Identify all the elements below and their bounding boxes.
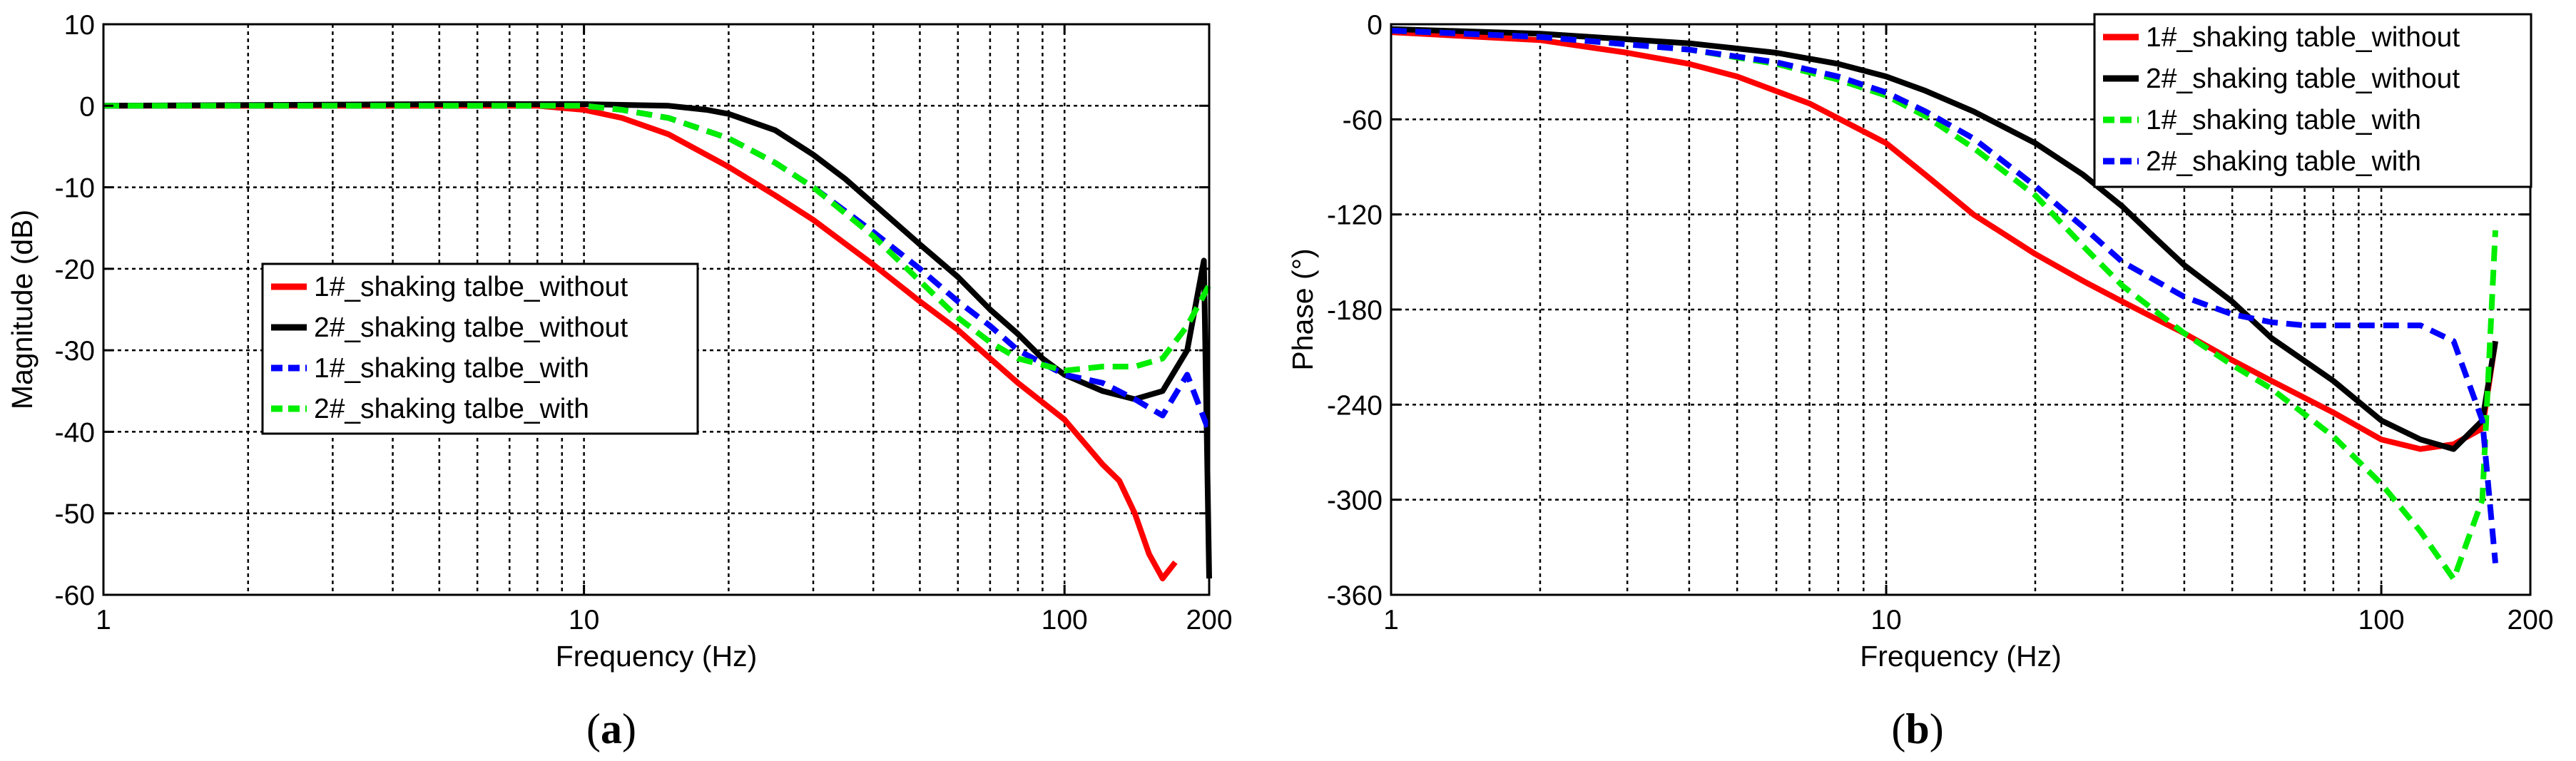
series-line-4	[103, 103, 1212, 374]
y-axis-title: Phase (°)	[1286, 248, 1319, 370]
x-axis-title: Frequency (Hz)	[556, 640, 758, 673]
x-tick-label: 10	[1870, 605, 1901, 635]
x-tick-label: 1	[96, 605, 111, 635]
chart-panel-a: 1 10 100 200100-10-20-30-40-50-60Frequency …	[6, 10, 1233, 752]
legend-label-3: 1#_shaking table_with	[2146, 105, 2421, 136]
y-tick-label: -50	[55, 499, 95, 530]
panel-label: (b)	[1891, 705, 1943, 752]
y-tick-label: -40	[55, 417, 95, 448]
y-tick-label: -60	[1343, 105, 1383, 136]
legend-label-4: 2#_shaking talbe_with	[314, 394, 589, 424]
y-tick-label: -30	[55, 336, 95, 367]
legend-box	[261, 262, 699, 435]
x-axis-title: Frequency (Hz)	[1860, 640, 2062, 673]
chart-panel-b: 1 10 100 200 0 -60 -120 -180 -240 -300 -360 Frequen…	[1286, 10, 2554, 752]
x-tick-label: 100	[2358, 605, 2405, 635]
y-tick-label: -10	[55, 173, 95, 204]
x-tick-label: 200	[1186, 605, 1232, 635]
legend: 1#_shaking table_without 2#_shaking table…	[2093, 13, 2532, 188]
series-line-2	[103, 101, 1212, 579]
series-group	[1390, 26, 2498, 582]
panel-label: (a)	[586, 705, 636, 752]
y-axis-title: Magnitude (dB)	[6, 210, 39, 409]
y-tick-label: 10	[64, 10, 95, 41]
y-tick-label: -360	[1327, 581, 1383, 611]
y-tick-label: -180	[1327, 295, 1383, 326]
x-tick-label: 200	[2507, 605, 2553, 635]
y-tick-label: -120	[1327, 200, 1383, 231]
legend-label-1: 1#_shaking talbe_without	[314, 272, 628, 302]
y-tick-label: 0	[1367, 10, 1383, 41]
x-tick-label: 100	[1042, 605, 1088, 635]
series-line-2	[1390, 26, 2498, 452]
legend-box	[2093, 13, 2532, 188]
legend: 1#_shaking talbe_without 2#_shaking talbe…	[261, 262, 699, 435]
series-group	[103, 101, 1212, 582]
y-tick-label: -20	[55, 255, 95, 285]
legend-label-3: 1#_shaking talbe_with	[314, 353, 589, 384]
y-tick-label: -240	[1327, 390, 1383, 421]
y-tick-label: 0	[79, 91, 95, 122]
y-tick-label: -300	[1327, 486, 1383, 516]
x-tick-label: 1	[1383, 605, 1399, 635]
legend-label-4: 2#_shaking table_with	[2146, 146, 2421, 177]
legend-label-1: 1#_shaking table_without	[2146, 22, 2460, 53]
series-line-1	[1390, 29, 2498, 452]
y-tick-label: -60	[55, 581, 95, 611]
legend-label-2: 2#_shaking table_without	[2146, 63, 2460, 94]
plot-frame	[102, 23, 1211, 596]
x-tick-label: 10	[569, 605, 599, 635]
legend-label-2: 2#_shaking talbe_without	[314, 312, 628, 343]
